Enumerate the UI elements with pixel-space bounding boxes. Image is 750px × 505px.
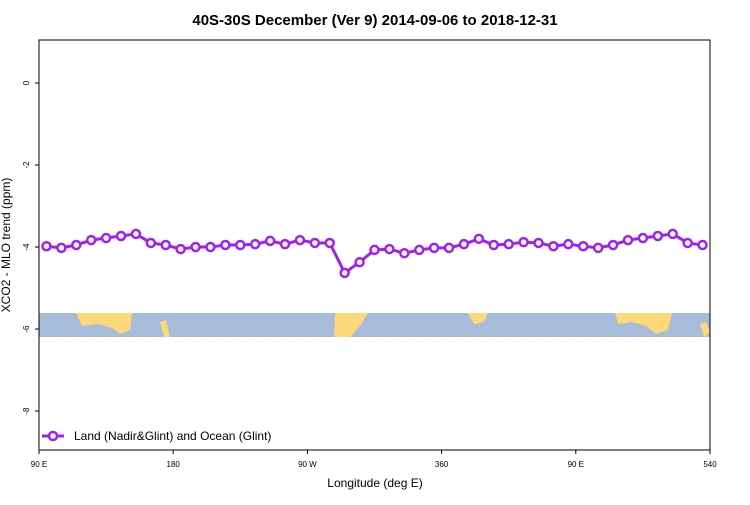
- data-point: [592, 242, 604, 254]
- data-point: [71, 239, 82, 251]
- data-point: [279, 238, 291, 250]
- data-point: [384, 243, 395, 255]
- data-point: [145, 237, 157, 249]
- y-tick-label: -6: [22, 325, 31, 333]
- data-point: [413, 244, 425, 256]
- data-point: [115, 230, 127, 242]
- data-point: [130, 228, 142, 240]
- data-point: [607, 239, 619, 251]
- data-point: [309, 237, 321, 249]
- legend-label: Land (Nadir&Glint) and Ocean (Glint): [74, 429, 271, 443]
- legend-marker: [47, 430, 59, 442]
- data-point: [503, 238, 514, 250]
- data-point: [473, 233, 485, 245]
- x-tick-label: 540: [703, 460, 717, 469]
- data-point: [563, 238, 574, 250]
- data-point: [354, 256, 365, 268]
- x-tick-label: 90 W: [298, 460, 317, 469]
- data-point: [220, 239, 231, 251]
- data-point: [339, 267, 350, 279]
- data-point: [428, 242, 440, 254]
- data-point: [369, 244, 380, 256]
- x-tick-label: 180: [167, 460, 181, 469]
- y-tick-label: -4: [22, 243, 31, 251]
- data-point: [697, 239, 708, 251]
- x-axis-label: Longitude (deg E): [327, 476, 422, 490]
- plot-frame: [38, 39, 711, 451]
- x-tick-label: 360: [435, 460, 449, 469]
- data-point: [85, 234, 97, 246]
- x-tick-label: 90 E: [31, 460, 47, 469]
- data-point: [235, 239, 246, 251]
- data-point: [548, 240, 559, 252]
- data-point: [578, 240, 589, 252]
- data-point: [682, 237, 693, 249]
- data-point: [667, 228, 678, 240]
- data-point: [518, 236, 529, 248]
- data-point: [249, 238, 261, 250]
- x-tick-label: 90 E: [568, 460, 584, 469]
- data-point: [294, 234, 306, 246]
- data-point: [264, 235, 276, 247]
- data-point: [399, 247, 410, 259]
- legend: Land (Nadir&Glint) and Ocean (Glint): [42, 429, 271, 443]
- data-point: [458, 238, 470, 250]
- y-axis-label: XCO2 - MLO trend (ppm): [0, 178, 13, 313]
- data-point: [41, 240, 52, 252]
- map-band: [39, 313, 710, 337]
- y-tick-label: -8: [22, 407, 31, 415]
- data-point: [56, 242, 67, 254]
- data-point: [324, 237, 336, 249]
- data-point: [637, 232, 649, 244]
- data-point: [443, 242, 455, 254]
- data-point: [652, 230, 664, 242]
- y-tick-label: -2: [22, 161, 31, 169]
- y-tick-label: 0: [22, 80, 31, 85]
- data-point: [190, 241, 201, 253]
- data-point: [622, 234, 634, 246]
- data-point: [205, 241, 216, 253]
- data-point: [160, 239, 171, 251]
- data-point: [100, 232, 112, 244]
- data-point: [533, 237, 544, 249]
- data-point: [488, 239, 500, 251]
- chart-title: 40S-30S December (Ver 9) 2014-09-06 to 2…: [192, 12, 557, 29]
- data-point: [175, 243, 186, 255]
